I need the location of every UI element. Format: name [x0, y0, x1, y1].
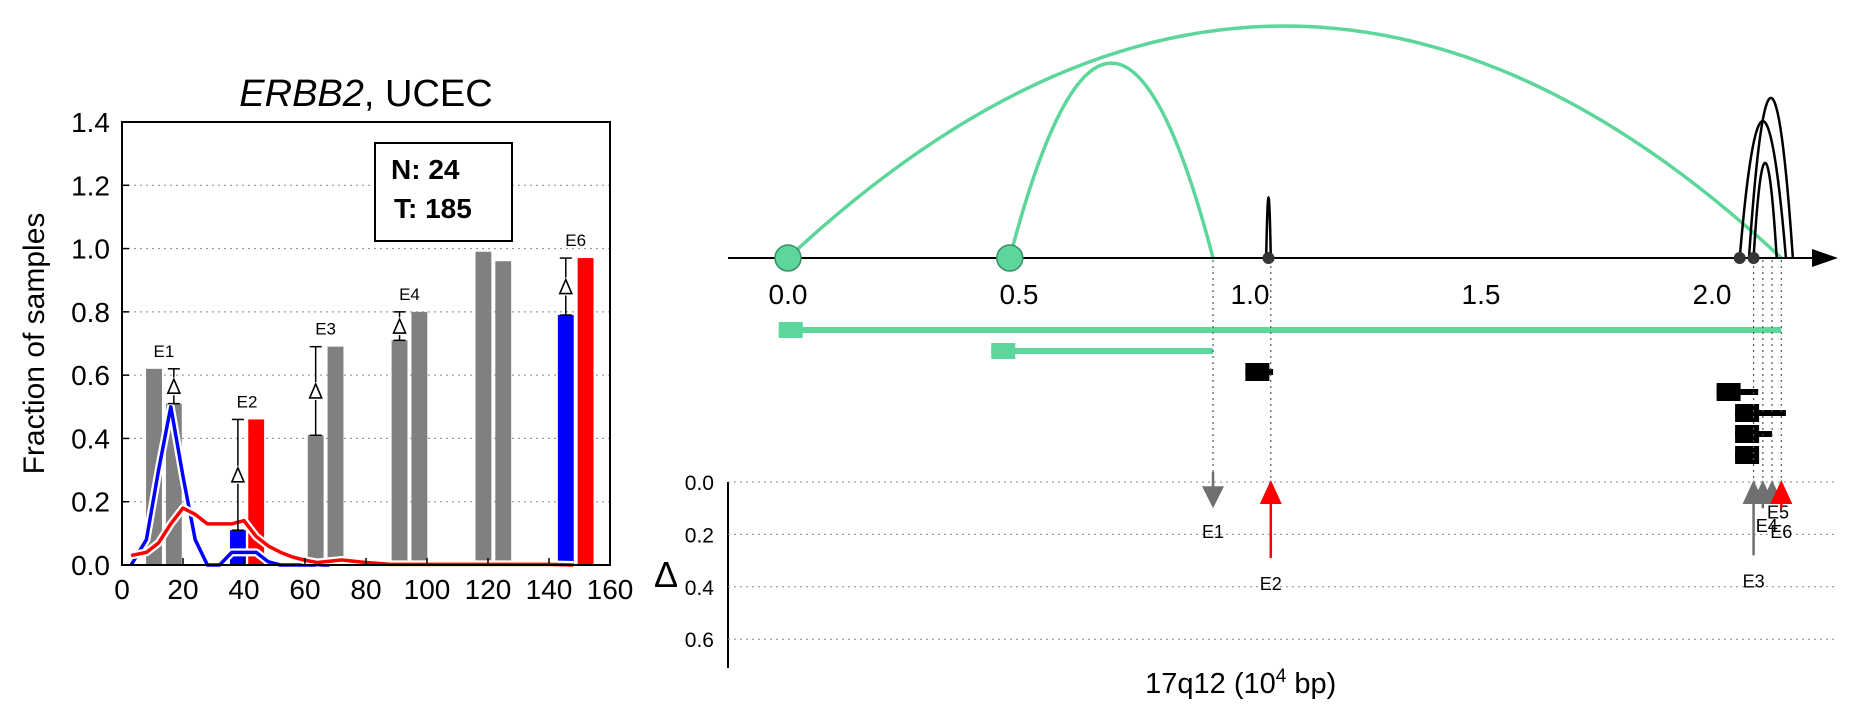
- left-y-axis-label: Fraction of samples: [18, 213, 51, 475]
- left-plot-frame: [121, 121, 611, 566]
- green-transcript-exon: [991, 343, 1016, 359]
- green-transcript-exon: [778, 322, 803, 338]
- delta-tick-label: 0.6: [685, 629, 714, 652]
- right-locus-diagram: 0.0 0.5 1.0 1.5 2.0 0.0 0.2 0.4 0.6 E1 E2 E3 E4E5E…: [654, 24, 1838, 700]
- normal-bar: [557, 315, 574, 565]
- green-site-circle: [774, 244, 802, 272]
- sample-count-box: N: 24 T: 185: [374, 142, 513, 242]
- black-junction-arc: [1738, 119, 1788, 259]
- exon-marker-label: E3: [1743, 571, 1765, 591]
- delta-tick-label: 0.0: [685, 472, 714, 495]
- delta-triangle: [392, 317, 407, 334]
- black-site-dot: [1733, 252, 1746, 264]
- y-tick-label: 1.2: [71, 170, 110, 201]
- genomic-tick-label: 2.0: [1693, 279, 1732, 310]
- right-x-axis-label: 17q12 (104 bp): [1145, 666, 1336, 700]
- black-junction-arc: [1264, 196, 1273, 259]
- y-tick-label: 0.2: [71, 487, 110, 518]
- left-delta-markers: [165, 257, 574, 531]
- y-tick-label: 0.0: [71, 550, 110, 581]
- delta-triangle: [166, 377, 182, 395]
- genomic-tick-label: 0.0: [769, 279, 808, 310]
- left-bars: [146, 251, 594, 565]
- y-tick-label: 1.4: [71, 107, 110, 138]
- y-tick-label: 1.0: [71, 234, 110, 265]
- exon-label: E6: [565, 231, 586, 250]
- black-transcript-exon: [1735, 404, 1760, 422]
- normal-bar: [391, 340, 408, 565]
- junction-arcs: [786, 24, 1795, 260]
- tumor-count-label: T: 185: [394, 193, 472, 224]
- axis-arrow-icon: [1812, 249, 1838, 267]
- x-tick-label: 60: [289, 574, 320, 605]
- transcript-tracks: [778, 322, 1786, 464]
- left-x-ticks: 0 20 40 60 80 100 120 140 160: [114, 558, 633, 605]
- delta-panel: 0.0 0.2 0.4 0.6: [685, 472, 1835, 668]
- left-exon-labels: E1 E2 E3 E4 E6: [154, 231, 587, 411]
- exon-marker-arrow-up: [1770, 480, 1793, 504]
- exon-guides: [1212, 260, 1782, 482]
- tumor-bar: [495, 261, 512, 565]
- exon-marker-label: E1: [1202, 522, 1224, 542]
- exon-marker-label: E2: [1260, 574, 1282, 594]
- left-grid: [122, 184, 610, 503]
- tumor-bar: [577, 258, 594, 565]
- y-tick-label: 0.8: [71, 297, 110, 328]
- title-cohort: , UCEC: [364, 73, 493, 115]
- title-gene: ERBB2: [239, 73, 364, 115]
- x-tick-label: 20: [167, 574, 198, 605]
- left-chart-title: ERBB2, UCEC: [239, 73, 492, 115]
- exon-label: E4: [399, 285, 420, 304]
- x-tick-label: 0: [114, 574, 130, 605]
- exon-marker-label: E5: [1767, 502, 1789, 522]
- black-junction-arc: [1747, 96, 1795, 259]
- x-tick-label: 100: [404, 574, 451, 605]
- black-site-dot: [1262, 252, 1275, 264]
- delta-triangle: [558, 277, 573, 295]
- green-site-circle: [996, 244, 1024, 272]
- x-tick-label: 160: [587, 574, 634, 605]
- x-tick-label: 80: [350, 574, 381, 605]
- y-tick-label: 0.4: [71, 423, 110, 454]
- genomic-tick-label: 1.5: [1462, 279, 1501, 310]
- tumor-bar: [327, 346, 344, 565]
- x-tick-label: 140: [526, 574, 573, 605]
- exon-marker-arrow-down: [1202, 486, 1225, 509]
- y-tick-label: 0.6: [71, 360, 110, 391]
- genomic-tick-label: 1.0: [1231, 279, 1270, 310]
- x-tick-label: 120: [465, 574, 512, 605]
- black-transcript-exon: [1716, 383, 1741, 401]
- delta-triangle: [308, 381, 323, 399]
- black-junction-arc: [1752, 161, 1778, 259]
- x-tick-label: 40: [228, 574, 259, 605]
- black-transcript-exon: [1245, 363, 1270, 381]
- exon-label: E1: [154, 342, 175, 361]
- left-y-ticks: 0.0 0.2 0.4 0.6 0.8 1.0 1.2 1.4: [71, 107, 129, 581]
- green-junction-arc: [1008, 61, 1215, 259]
- green-junction-arc: [786, 24, 1783, 260]
- tumor-bar: [411, 311, 428, 565]
- delta-axis-symbol: Δ: [654, 554, 678, 595]
- delta-tick-label: 0.2: [685, 524, 714, 547]
- normal-count-label: N: 24: [391, 154, 460, 185]
- black-transcript-exon: [1735, 425, 1760, 443]
- delta-triangle: [230, 465, 246, 483]
- exon-marker-label: E6: [1770, 522, 1792, 542]
- exon-label: E2: [237, 392, 258, 411]
- exon-label: E3: [315, 320, 336, 339]
- exon-marker-label: E4: [1756, 516, 1778, 536]
- normal-bar: [307, 435, 324, 565]
- black-transcript-exon: [1735, 446, 1760, 464]
- exon-marker-arrow-up: [1259, 480, 1282, 504]
- sample-count-frame: [374, 142, 513, 242]
- genomic-axis: 0.0 0.5 1.0 1.5 2.0: [728, 244, 1838, 310]
- black-site-dot: [1747, 252, 1760, 264]
- genomic-tick-label: 0.5: [1000, 279, 1039, 310]
- delta-tick-label: 0.4: [685, 577, 715, 600]
- normal-bar: [475, 251, 492, 565]
